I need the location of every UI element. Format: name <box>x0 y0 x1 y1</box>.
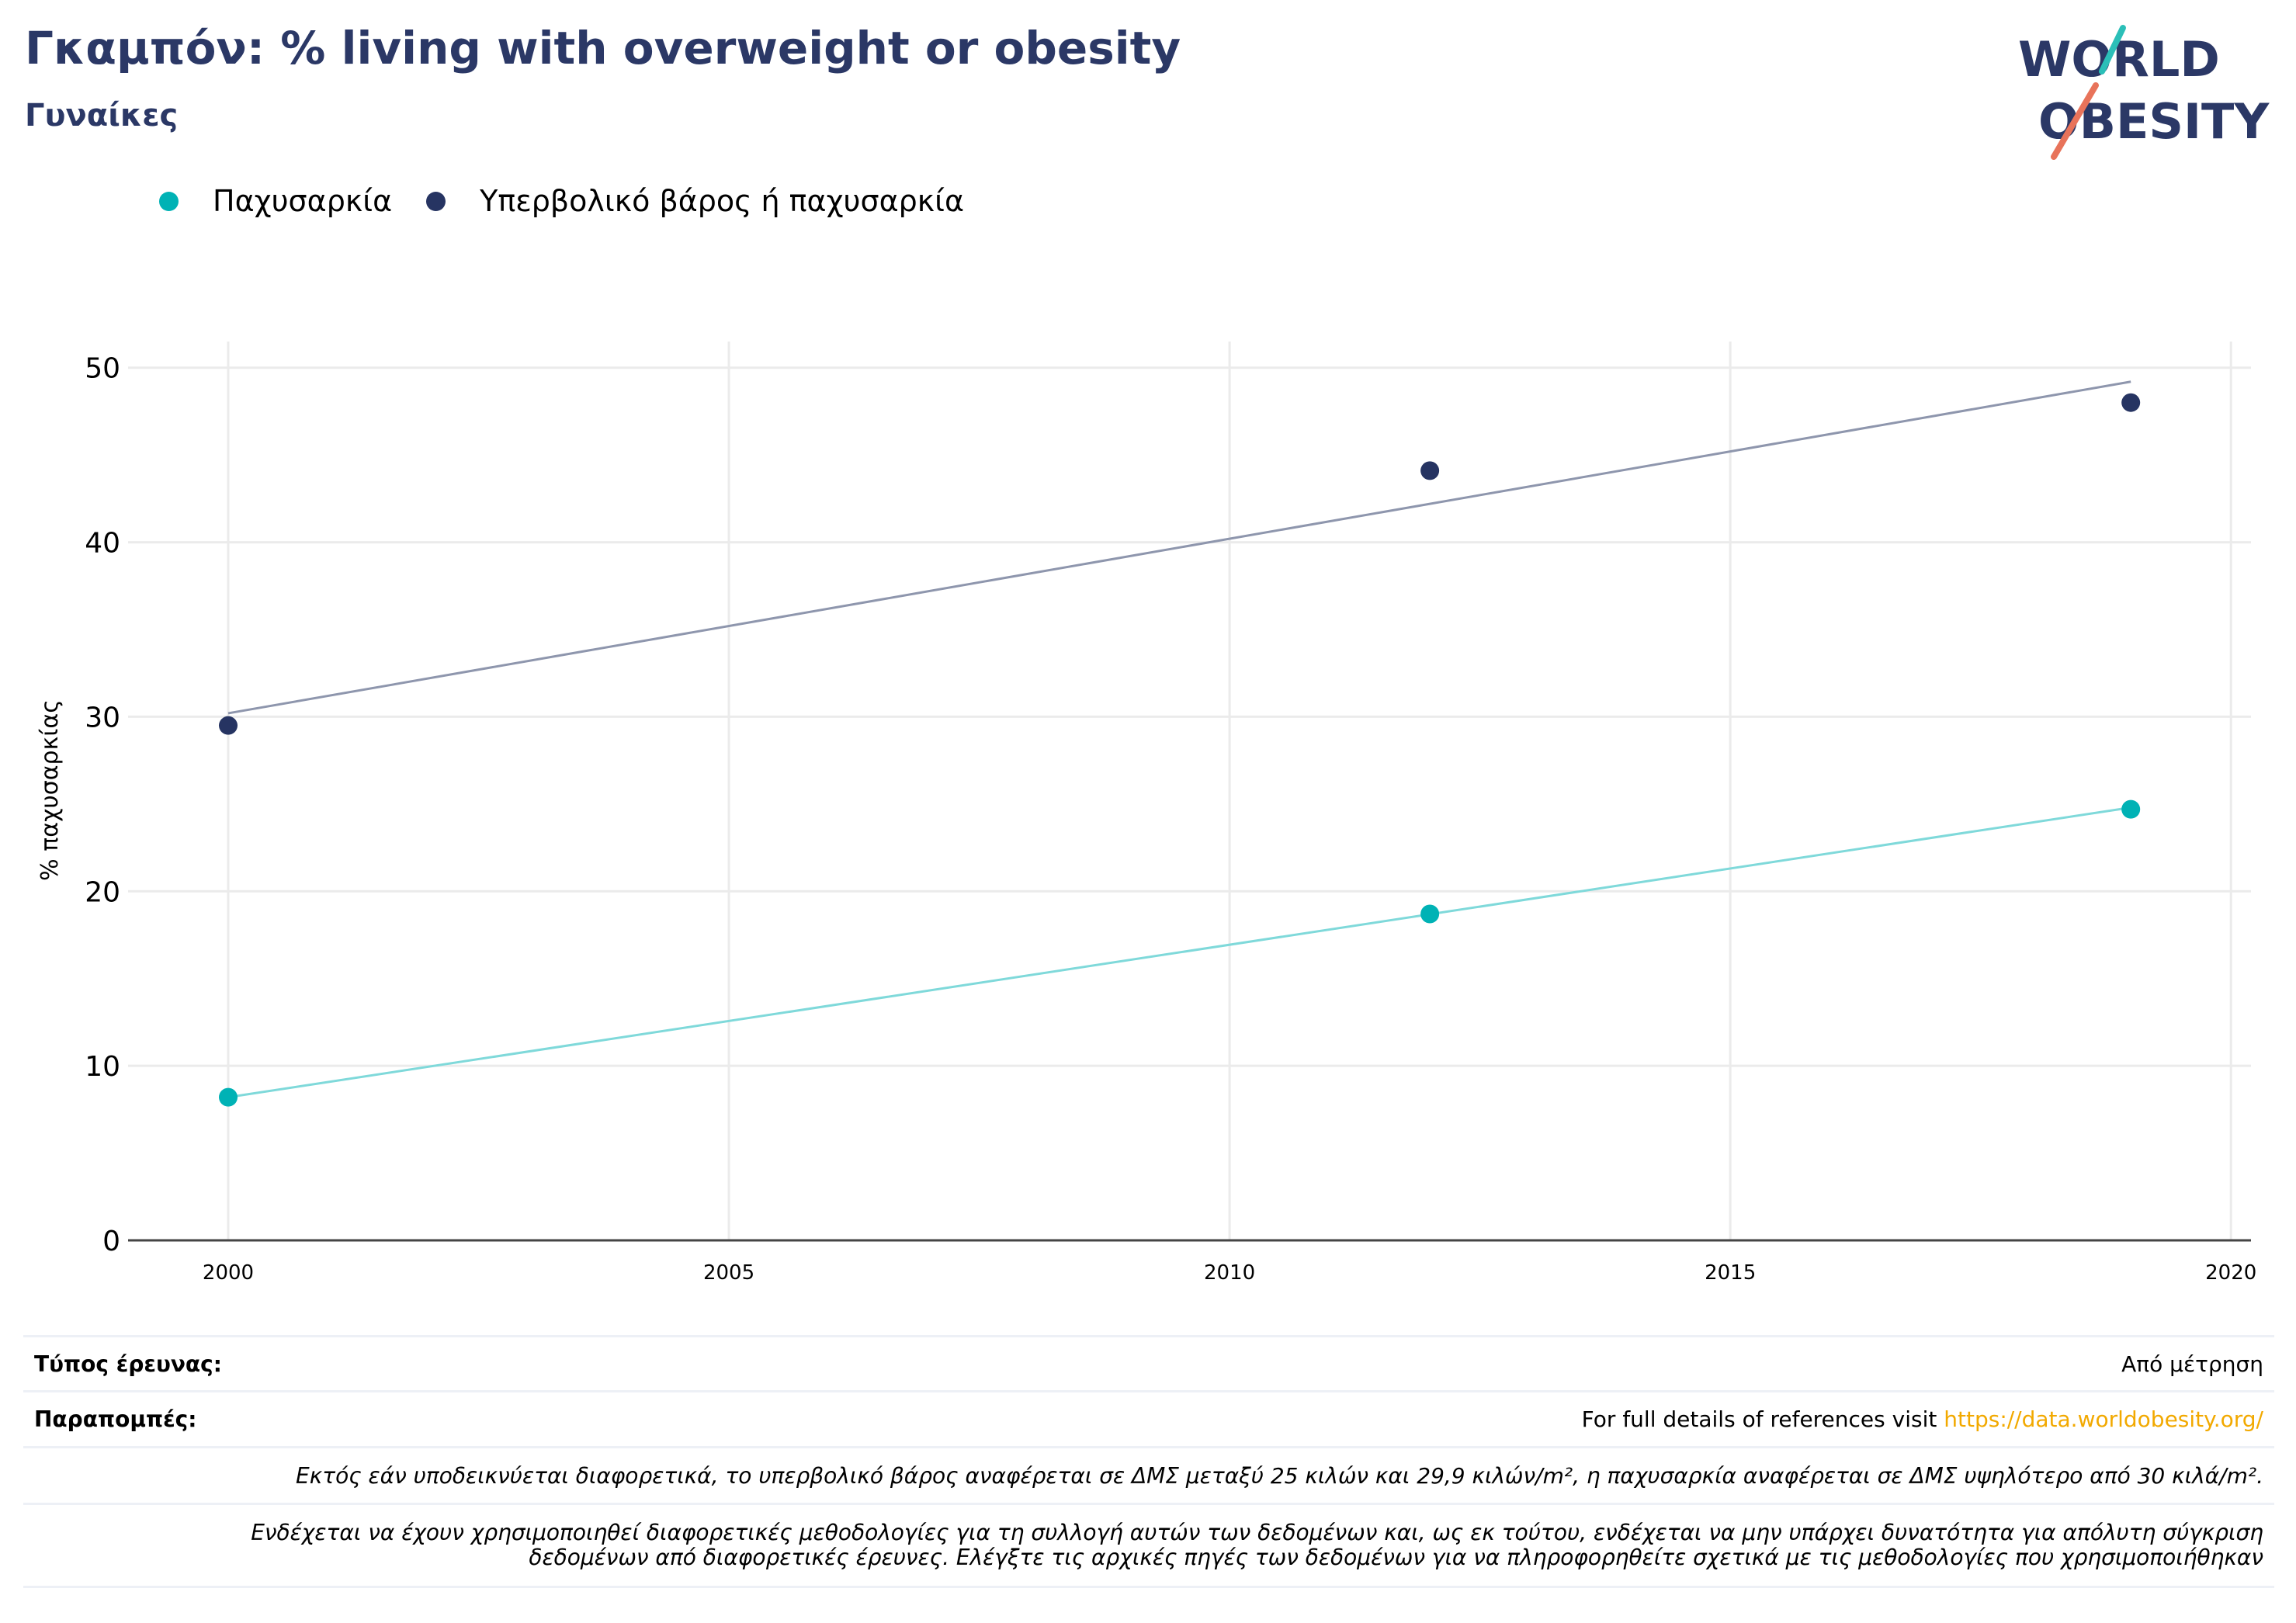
references-text: For full details of references visit <box>1581 1406 1944 1432</box>
x-tick-label-2000: 2000 <box>203 1261 254 1285</box>
y-tick-label-30: 30 <box>85 702 120 733</box>
logo-slash-bottom <box>2051 82 2099 160</box>
survey-type-value: Από μέτρηση <box>2121 1351 2263 1377</box>
chart-grid <box>128 342 2251 1240</box>
survey-type-row: Τύπος έρευνας: Από μέτρηση <box>23 1335 2274 1390</box>
y-tick-label-50: 50 <box>85 353 120 385</box>
y-tick-label-10: 10 <box>85 1051 120 1083</box>
x-tick-label-2015: 2015 <box>1705 1261 1756 1285</box>
references-value: For full details of references visit htt… <box>1582 1406 2263 1432</box>
survey-type-label: Τύπος έρευνας: <box>34 1351 222 1377</box>
methodology-note-line-2: δεδομένων από διαφορετικές έρευνες. Ελέγ… <box>529 1545 2263 1570</box>
x-tick-label-2020: 2020 <box>2205 1261 2256 1285</box>
methodology-note-line-1: Ενδέχεται να έχουν χρησιμοποιηθεί διαφορ… <box>251 1520 2263 1545</box>
legend-marker-overweight-or-obesity <box>426 191 446 211</box>
trend-line-series-1 <box>227 380 2131 715</box>
references-label: Παραπομπές: <box>34 1406 197 1432</box>
trend-lines <box>227 380 2131 1099</box>
legend-item-overweight-or-obesity[interactable]: Υπερβολικό βάρος ή παχυσαρκία <box>426 184 964 218</box>
data-point-series-1-2019 <box>2121 393 2141 412</box>
references-row: Παραπομπές: For full details of referenc… <box>23 1390 2274 1446</box>
references-link[interactable]: https://data.worldobesity.org/ <box>1944 1406 2263 1432</box>
methodology-note: Ενδέχεται να έχουν χρησιμοποιηθεί διαφορ… <box>23 1503 2274 1588</box>
trend-line-series-0 <box>227 806 2131 1099</box>
data-point-series-0-2000 <box>219 1087 238 1107</box>
logo-slash-top <box>2099 25 2126 75</box>
data-point-series-1-2012 <box>1420 461 1440 480</box>
chart-legend: Παχυσαρκία Υπερβολικό βάρος ή παχυσαρκία <box>159 182 998 220</box>
definition-note-text: Εκτός εάν υποδεικνύεται διαφορετικά, το … <box>296 1462 2263 1489</box>
data-point-series-0-2012 <box>1420 904 1440 924</box>
data-point-series-1-2000 <box>219 716 238 735</box>
y-tick-label-0: 0 <box>102 1226 120 1257</box>
definition-note: Εκτός εάν υποδεικνύεται διαφορετικά, το … <box>23 1446 2274 1503</box>
legend-label-overweight-or-obesity: Υπερβολικό βάρος ή παχυσαρκία <box>480 184 965 218</box>
chart-axes: 2000 2005 2010 2015 2020 0 10 20 30 40 50 <box>85 353 2256 1285</box>
world-obesity-logo: WORLD OBESITY <box>2018 25 2270 160</box>
legend-item-obesity[interactable]: Παχυσαρκία <box>159 184 392 218</box>
chart-plot: 2000 2005 2010 2015 2020 0 10 20 30 40 50 % παχυσα… <box>36 342 2256 1285</box>
chart-footer: Τύπος έρευνας: Από μέτρηση Παραπομπές: F… <box>23 1335 2274 1588</box>
y-tick-label-40: 40 <box>85 528 120 560</box>
y-axis-label: % παχυσαρκίας <box>36 699 64 881</box>
x-tick-label-2010: 2010 <box>1204 1261 1255 1285</box>
chart-subtitle: Γυναίκες <box>25 98 179 134</box>
legend-marker-obesity <box>159 191 179 211</box>
x-tick-label-2005: 2005 <box>703 1261 754 1285</box>
legend-label-obesity: Παχυσαρκία <box>213 184 393 218</box>
data-point-series-0-2019 <box>2121 799 2141 819</box>
chart-title: Γκαμπόν: % living with overweight or obe… <box>25 22 1181 75</box>
y-tick-label-20: 20 <box>85 876 120 908</box>
data-points <box>219 393 2141 1107</box>
